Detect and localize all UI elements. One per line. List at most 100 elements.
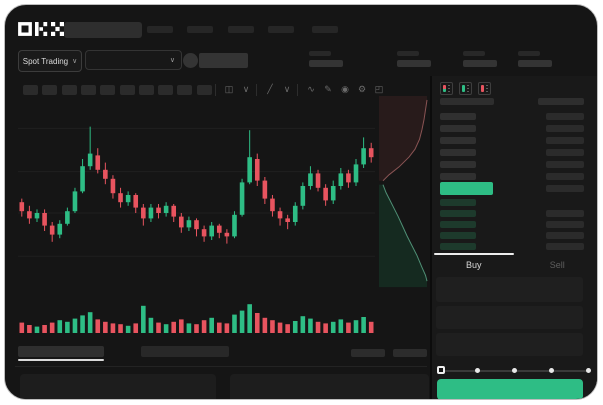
volume-bar — [368, 321, 374, 333]
volume-bar — [353, 320, 359, 333]
stat-label — [397, 51, 419, 56]
tab-sell[interactable]: Sell — [549, 260, 565, 270]
nav-item[interactable] — [268, 26, 294, 33]
timeframe-button[interactable] — [23, 85, 38, 95]
indicators-icon[interactable]: ∿ — [307, 83, 315, 94]
candle — [19, 198, 25, 217]
timeframe-button[interactable] — [158, 85, 174, 95]
bid-row[interactable] — [440, 221, 584, 228]
ask-row[interactable] — [440, 125, 584, 132]
volume-bar — [80, 315, 85, 333]
bid-row[interactable] — [440, 210, 584, 217]
last-price-amount — [440, 185, 584, 192]
candle — [330, 180, 336, 204]
bid-row[interactable] — [440, 199, 584, 206]
bid-row[interactable] — [440, 243, 584, 250]
nav-item[interactable] — [187, 26, 213, 33]
nav-item[interactable] — [228, 26, 254, 33]
search-input[interactable] — [64, 22, 142, 38]
active-bottom-tab-indicator — [18, 359, 104, 361]
orders-table-placeholder — [20, 374, 216, 399]
timeframe-button[interactable] — [196, 85, 212, 95]
book-asks-icon[interactable] — [478, 82, 491, 95]
ask-row[interactable] — [440, 149, 584, 156]
bottom-action-button[interactable] — [351, 349, 385, 357]
header-action-button[interactable] — [199, 53, 248, 68]
chevron-down-icon[interactable]: ∨ — [242, 83, 250, 94]
volume-bar — [262, 317, 268, 333]
timeframe-button[interactable] — [119, 85, 135, 95]
snapshot-icon[interactable]: ◉ — [341, 83, 349, 94]
bid-price-cell — [440, 221, 476, 228]
line-style-icon[interactable]: ╱ — [267, 83, 273, 94]
volume-bar — [179, 319, 184, 333]
bid-price-cell — [440, 243, 476, 250]
nav-item[interactable] — [312, 26, 338, 33]
timeframe-button[interactable] — [138, 85, 154, 95]
bottom-tab-order-history[interactable] — [141, 346, 229, 357]
amount-input[interactable] — [436, 306, 583, 329]
bid-price-cell — [440, 232, 476, 239]
fullscreen-icon[interactable]: ◰ — [374, 83, 384, 94]
slider-stop[interactable] — [475, 368, 481, 373]
candle — [315, 169, 321, 192]
bid-amount-cell — [546, 210, 584, 217]
ask-amount-cell — [546, 149, 584, 156]
tab-buy[interactable]: Buy — [465, 260, 482, 270]
book-bids-icon[interactable] — [459, 82, 472, 95]
slider-stop[interactable] — [548, 368, 554, 373]
candle — [300, 182, 306, 210]
candle — [346, 169, 351, 188]
amount-slider[interactable] — [437, 366, 591, 374]
coin-avatar[interactable] — [183, 53, 198, 68]
timeframe-button[interactable] — [100, 85, 116, 95]
volume-bar — [300, 316, 306, 333]
bottom-tab-open-orders[interactable] — [18, 346, 104, 357]
ask-row[interactable] — [440, 113, 584, 120]
total-input[interactable] — [436, 333, 583, 356]
divider — [297, 84, 298, 96]
timeframe-button[interactable] — [42, 85, 58, 95]
volume-bar — [95, 319, 101, 333]
market-type-dropdown[interactable]: Spot Trading ∨ — [18, 50, 82, 72]
last-price-bar[interactable] — [440, 182, 493, 195]
ask-row[interactable] — [440, 161, 584, 168]
slider-stop[interactable] — [512, 368, 517, 373]
stat-label — [463, 51, 485, 56]
bottom-action-button[interactable] — [393, 349, 427, 357]
ask-row[interactable] — [440, 137, 584, 144]
stat-group — [518, 51, 554, 67]
candle — [254, 153, 260, 186]
volume-bar — [285, 324, 290, 333]
timeframe-button[interactable] — [177, 85, 193, 95]
volume-bar — [110, 323, 116, 333]
slider-stop[interactable] — [585, 368, 591, 373]
bid-row[interactable] — [440, 232, 584, 239]
volume-bar — [232, 314, 237, 333]
depth-chart[interactable] — [379, 96, 429, 293]
volume-bar — [338, 319, 344, 333]
orderbook-panel: Buy Sell — [430, 76, 597, 399]
bid-amount-cell — [546, 221, 584, 228]
nav-item[interactable] — [147, 26, 173, 33]
book-combined-icon[interactable] — [440, 82, 453, 95]
price-input[interactable] — [436, 277, 583, 302]
active-tab-indicator — [434, 253, 514, 255]
candle-style-icon[interactable]: ◫ — [224, 83, 234, 94]
candle — [179, 213, 184, 233]
volume-chart[interactable] — [18, 293, 375, 335]
timeframe-button[interactable] — [61, 85, 77, 95]
ask-price-cell — [440, 149, 476, 156]
candle — [65, 207, 70, 226]
candle — [103, 162, 108, 185]
buy-submit-button[interactable] — [437, 379, 583, 399]
candlestick-chart[interactable] — [18, 99, 375, 291]
timeframe-button[interactable] — [80, 85, 96, 95]
pair-selector-dropdown[interactable]: ∨ — [85, 50, 182, 70]
chevron-down-icon[interactable]: ∨ — [283, 83, 291, 94]
settings-gear-icon[interactable]: ⚙ — [357, 83, 367, 94]
draw-icon[interactable]: ✎ — [324, 83, 332, 94]
ask-row[interactable] — [440, 173, 584, 180]
volume-bar — [42, 325, 47, 333]
slider-handle[interactable] — [437, 366, 445, 374]
